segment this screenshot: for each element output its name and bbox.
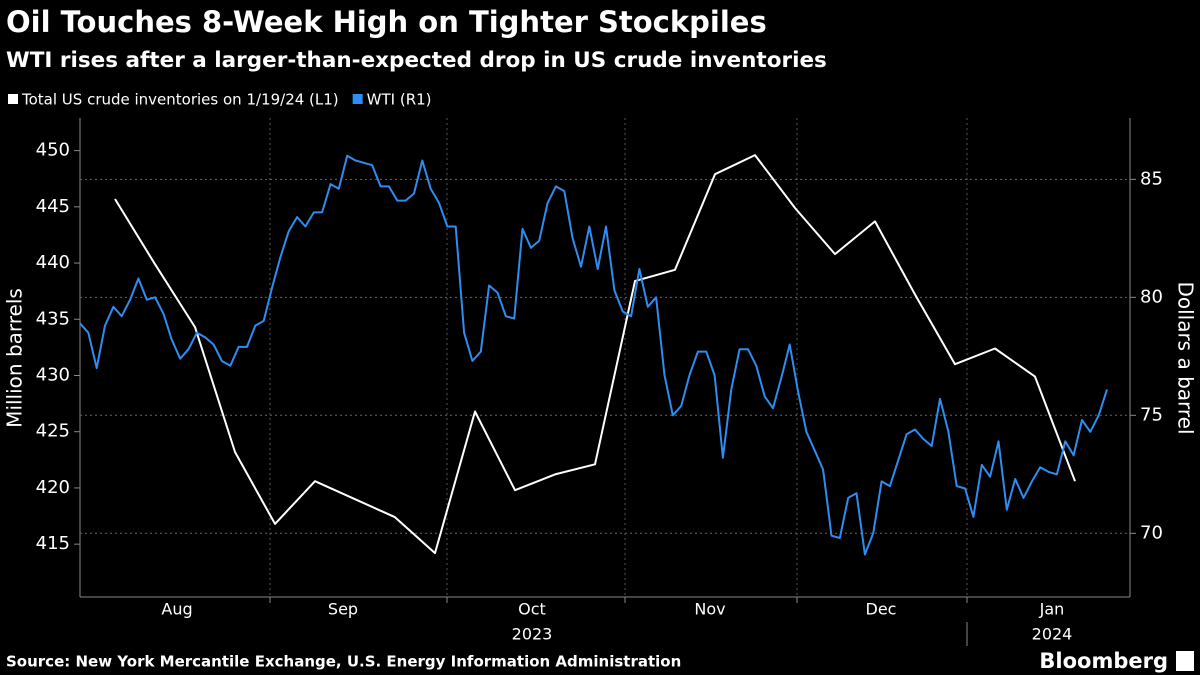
legend-label: Total US crude inventories on 1/19/24 (L… [21, 91, 339, 109]
y2-tick-label: 80 [1140, 286, 1163, 307]
series-line [114, 154, 1076, 555]
legend-swatch [352, 94, 363, 104]
x-tick-label: Aug [161, 600, 192, 619]
y2-tick-label: 85 [1140, 168, 1163, 189]
series-line [79, 154, 1108, 556]
x-tick-label: Nov [694, 600, 725, 619]
y-tick-label: 430 [36, 364, 70, 385]
y-tick-label: 425 [36, 421, 70, 442]
chart-title: Oil Touches 8-Week High on Tighter Stock… [6, 5, 767, 39]
y-tick-label: 420 [36, 477, 70, 498]
legend-label: WTI (R1) [367, 91, 432, 109]
y2-tick-label: 70 [1140, 522, 1163, 543]
source: Source: New York Mercantile Exchange, U.… [6, 653, 681, 671]
y-tick-label: 450 [36, 140, 70, 161]
x-tick-label: Dec [866, 600, 897, 619]
y-tick-label: 445 [36, 196, 70, 217]
brand: Bloomberg [1039, 649, 1168, 673]
y-tick-label: 435 [36, 308, 70, 329]
y-tick-label: 415 [36, 533, 70, 554]
legend-swatch [8, 94, 18, 104]
x-tick-label: Sep [328, 600, 358, 619]
y2-tick-label: 75 [1140, 404, 1163, 425]
year-label: 2024 [1032, 625, 1073, 644]
chart-subtitle: WTI rises after a larger-than-expected d… [6, 48, 827, 73]
y2-axis-title: Dollars a barrel [1174, 281, 1198, 434]
y-tick-label: 440 [36, 252, 70, 273]
year-label: 2023 [512, 625, 553, 644]
x-tick-label: Jan [1039, 600, 1065, 619]
x-tick-label: Oct [518, 600, 546, 619]
y-axis-title: Million barrels [3, 288, 27, 428]
brand-icon [1176, 651, 1194, 671]
